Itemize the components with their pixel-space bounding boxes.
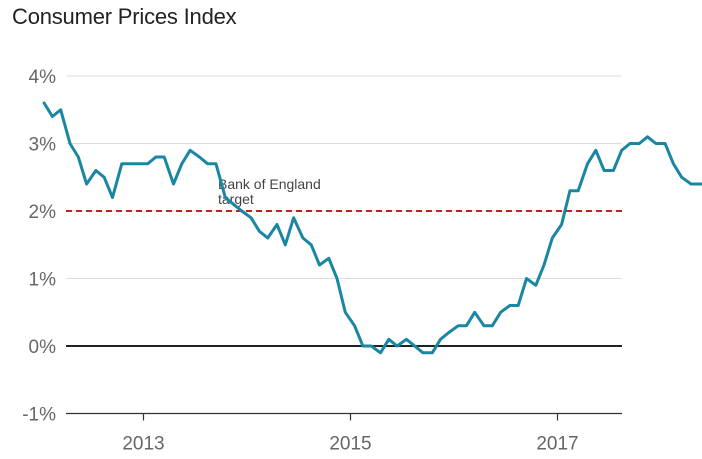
y-tick-label: 1% bbox=[29, 270, 57, 291]
y-tick-label: 3% bbox=[29, 135, 57, 156]
cpi-series-line bbox=[42, 101, 702, 355]
target-label-line2: target bbox=[218, 191, 254, 207]
y-tick-label: 0% bbox=[29, 337, 57, 358]
y-tick-label: 4% bbox=[29, 67, 57, 88]
x-tick-label: 2015 bbox=[329, 434, 371, 455]
y-axis-ticks: -1% 0% 1% 2% 3% 4% bbox=[22, 67, 56, 426]
x-axis: 20132015201720192021 bbox=[122, 413, 579, 455]
grid-lines bbox=[66, 75, 622, 415]
target-label-line1: Bank of England bbox=[218, 176, 321, 192]
y-tick-label: 2% bbox=[29, 202, 57, 223]
y-tick-label: -1% bbox=[22, 405, 56, 426]
x-tick-label: 2013 bbox=[122, 434, 164, 455]
x-tick-label: 2017 bbox=[536, 434, 578, 455]
series-group bbox=[42, 101, 702, 355]
chart-title: Consumer Prices Index bbox=[12, 4, 237, 29]
